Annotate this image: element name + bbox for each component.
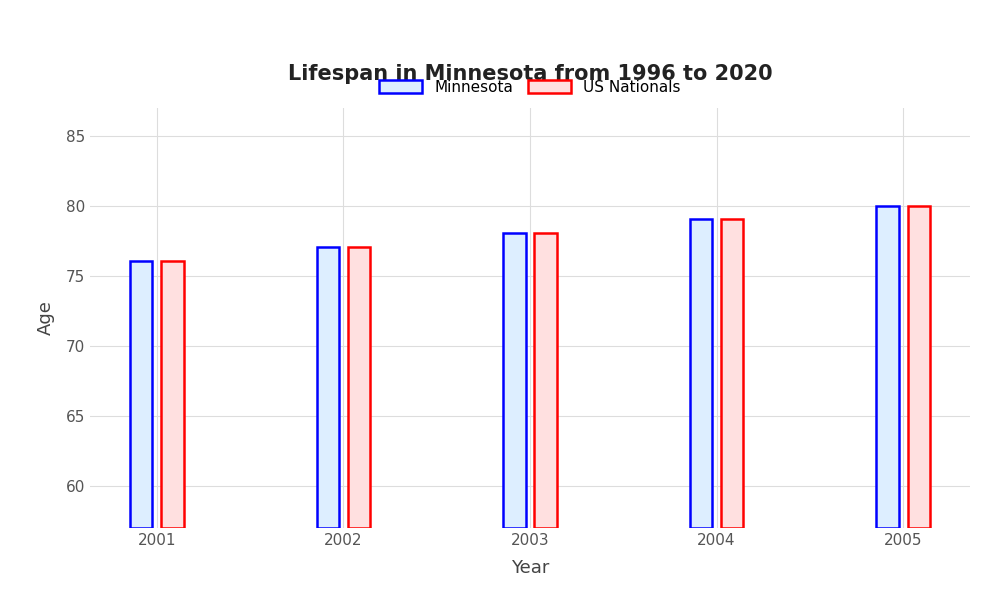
Bar <box>721 218 743 528</box>
Bar <box>908 206 930 528</box>
Bar <box>161 260 184 528</box>
Bar <box>348 247 370 528</box>
Title: Lifespan in Minnesota from 1996 to 2020: Lifespan in Minnesota from 1996 to 2020 <box>288 64 772 84</box>
Bar <box>876 206 899 528</box>
Bar <box>690 218 712 528</box>
Y-axis label: Age: Age <box>37 301 55 335</box>
Bar <box>534 233 557 528</box>
Bar <box>317 247 339 528</box>
Bar <box>503 233 526 528</box>
X-axis label: Year: Year <box>511 559 549 577</box>
Legend: Minnesota, US Nationals: Minnesota, US Nationals <box>373 74 687 101</box>
Bar <box>130 260 152 528</box>
